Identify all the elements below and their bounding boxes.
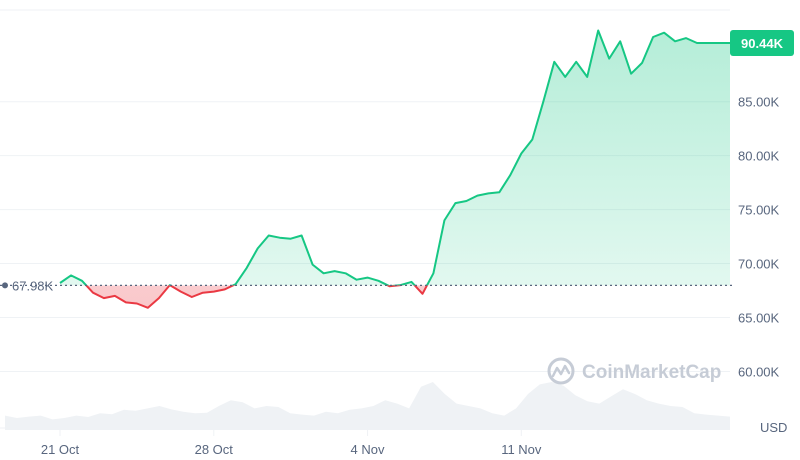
price-point[interactable] [69,273,74,278]
x-tick-label: 11 Nov [501,442,542,457]
price-point[interactable] [156,296,161,301]
price-point[interactable] [541,99,546,104]
price-point[interactable] [387,284,392,289]
baseline-marker-icon [2,282,8,289]
price-point[interactable] [673,39,678,44]
price-point[interactable] [695,41,700,46]
price-point[interactable] [464,199,469,204]
price-point[interactable] [123,300,128,305]
price-point[interactable] [706,41,711,46]
price-point[interactable] [255,246,260,251]
price-point[interactable] [662,30,667,35]
price-point[interactable] [629,71,634,76]
price-point[interactable] [266,233,271,238]
price-point[interactable] [200,290,205,295]
price-point[interactable] [618,39,623,44]
price-point[interactable] [222,287,227,292]
price-point[interactable] [497,190,502,195]
price-point[interactable] [409,279,414,284]
volume-area [5,382,730,430]
price-point[interactable] [178,289,183,294]
price-point[interactable] [189,295,194,300]
baseline-label-group: 67.98K [2,278,54,293]
price-line-up [59,29,730,286]
x-tick-label: 4 Nov [351,442,385,457]
y-tick-label: 85.00K [738,95,780,110]
price-point[interactable] [530,137,535,142]
price-point[interactable] [376,278,381,283]
price-point[interactable] [91,290,96,295]
price-point[interactable] [211,289,216,294]
price-point[interactable] [420,291,425,296]
price-point[interactable] [640,60,645,65]
x-tick-label: 21 Oct [41,442,80,457]
x-tick-label: 28 Oct [195,442,234,457]
price-point[interactable] [651,35,656,40]
price-point[interactable] [563,74,568,79]
price-point[interactable] [288,236,293,241]
price-point[interactable] [321,271,326,276]
y-tick-label: 65.00K [738,311,780,326]
price-point[interactable] [80,278,85,283]
price-point[interactable] [475,193,480,198]
y-tick-label: 60.00K [738,364,780,379]
price-point[interactable] [244,265,249,270]
price-point[interactable] [453,201,458,206]
price-point[interactable] [354,277,359,282]
watermark-text: CoinMarketCap [582,362,721,383]
current-price-label: 90.44K [741,36,784,51]
price-point[interactable] [112,293,117,298]
price-point[interactable] [145,305,150,310]
x-axis: 21 Oct 28 Oct 4 Nov 11 Nov [41,430,542,457]
price-point[interactable] [596,28,601,33]
price-point[interactable] [343,271,348,276]
baseline-label: 67.98K [12,278,54,293]
coinmarketcap-logo-icon [547,357,575,385]
price-point[interactable] [277,235,282,240]
price-point[interactable] [365,275,370,280]
price-point[interactable] [310,262,315,267]
price-point[interactable] [442,218,447,223]
y-tick-label: 70.00K [738,257,780,272]
y-axis: 85.00K 80.00K 75.00K 70.00K 65.00K 60.00K [738,95,780,380]
price-point[interactable] [134,301,139,306]
gridlines [0,9,730,429]
area-above-baseline [60,30,730,286]
price-point[interactable] [684,36,689,41]
price-point[interactable] [585,74,590,79]
currency-label: USD [760,420,787,435]
price-point[interactable] [574,59,579,64]
price-point[interactable] [101,296,106,301]
current-price-badge: 90.44K [730,30,794,57]
price-point[interactable] [607,56,612,61]
price-point[interactable] [717,41,722,46]
volume-shape [5,382,730,430]
price-point[interactable] [519,151,524,156]
price-point[interactable] [299,233,304,238]
price-point[interactable] [332,269,337,274]
price-point[interactable] [552,59,557,64]
y-tick-label: 80.00K [738,149,780,164]
price-point[interactable] [431,271,436,276]
price-point[interactable] [486,191,491,196]
coinmarketcap-watermark: CoinMarketCap [547,357,721,385]
area-below-baseline [86,285,427,308]
price-area [60,30,730,308]
price-point[interactable] [508,173,513,178]
y-tick-label: 75.00K [738,203,780,218]
